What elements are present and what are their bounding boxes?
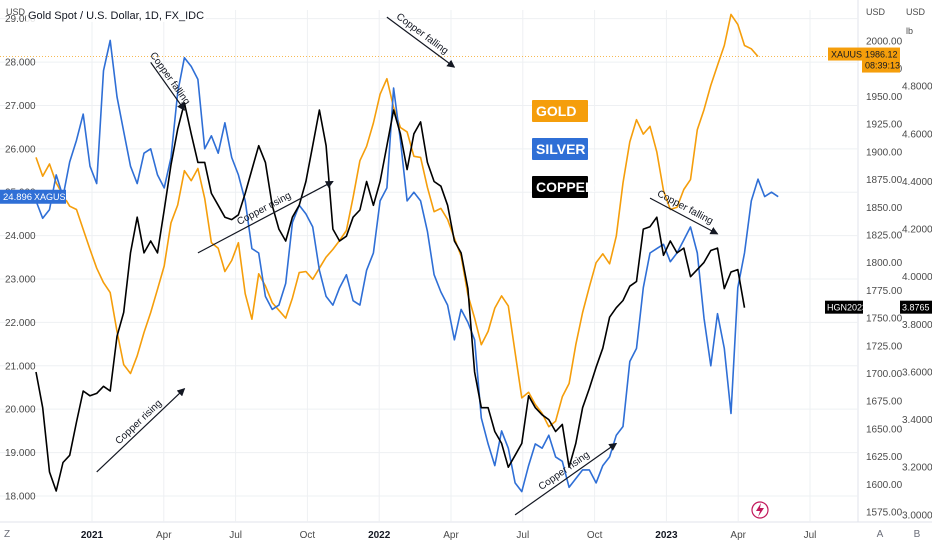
x-tick-label: 2023 (655, 530, 678, 541)
annotation-label: Copper rising (537, 449, 592, 492)
right1-tick-label: 1700.00 (866, 369, 903, 380)
series-line-gold (35, 13, 759, 428)
gold-symbol-label: XAUUSD (831, 50, 869, 60)
copper-symbol-tag (825, 300, 863, 314)
left-tick-label: 23.000 (5, 275, 36, 286)
right1-tick-label: 1800.00 (866, 258, 903, 269)
right2-tick-label: 3.0000 (902, 510, 932, 521)
silver-price-tag (0, 189, 66, 204)
right2-tick-label: 4.4000 (902, 177, 932, 188)
annotation-arrow (386, 16, 456, 68)
left-tick-label: 22.000 (5, 318, 36, 329)
legend-label-gold: GOLD (536, 103, 576, 119)
right1-tick-label: 1775.00 (866, 286, 903, 297)
gold-price-tag (862, 47, 900, 73)
legend-box-gold (532, 100, 588, 122)
annotation-arrow (649, 197, 719, 235)
right1-tick-label: 1850.00 (866, 203, 903, 214)
right1-tick-label: 1650.00 (866, 424, 903, 435)
series-line-silver (35, 39, 779, 493)
left-tick-label: 21.000 (5, 361, 36, 372)
series-lines (35, 13, 779, 493)
x-tick-label: Apr (156, 530, 172, 541)
auto-scale-button[interactable]: A (876, 529, 884, 540)
log-scale-button[interactable]: Z (3, 529, 11, 540)
legend-box-silver (532, 138, 588, 160)
annotation-label: Copper falling (655, 188, 715, 227)
scale-b-button[interactable]: B (913, 529, 921, 540)
x-tick-label: Jul (516, 530, 529, 541)
x-tick-label: Oct (587, 530, 603, 541)
right1-tick-label: 1900.00 (866, 147, 903, 158)
left-tick-label: 24.000 (5, 231, 36, 242)
right1-tick-label: 1575.00 (866, 508, 903, 519)
annotation-label: Copper rising (114, 398, 165, 447)
right1-tick-label: 1725.00 (866, 341, 903, 352)
right2-tick-label: 3.4000 (902, 415, 932, 426)
copper-price-value: 3.8765 (902, 303, 930, 313)
right2-tick-label: 3.2000 (902, 463, 932, 474)
gold-price-time: 08:39:13 (865, 61, 900, 71)
legend-label-silver: SILVER (536, 141, 586, 157)
right2-tick-label: 3.8000 (902, 320, 932, 331)
right-axis-2-unit: USD (906, 7, 926, 17)
copper-price-tag (900, 300, 932, 314)
x-tick-label: Apr (730, 530, 746, 541)
silver-price-value: 24.896 (3, 192, 32, 203)
right2-tick-label: 3.6000 (902, 367, 932, 378)
right1-tick-label: 2000.00 (866, 37, 903, 48)
x-tick-label: Apr (443, 530, 459, 541)
right1-tick-label: 1875.00 (866, 175, 903, 186)
right2-tick-label: 4.8000 (902, 82, 932, 93)
left-tick-label: 18.000 (5, 491, 36, 502)
x-tick-label: 2022 (368, 530, 391, 541)
series-line-copper (35, 102, 746, 492)
copper-symbol-label: HGN2023 (827, 303, 867, 313)
legend-label-copper: COPPER (536, 179, 595, 195)
x-tick-label: Jul (804, 530, 817, 541)
right2-tick-label: 4.6000 (902, 129, 932, 140)
right1-tick-label: 1600.00 (866, 480, 903, 491)
right1-tick-label: 1825.00 (866, 230, 903, 241)
annotation-arrow (514, 442, 618, 516)
right1-tick-label: 1750.00 (866, 314, 903, 325)
annotation-arrow (96, 387, 186, 473)
right1-tick-label: 1925.00 (866, 120, 903, 131)
silver-symbol-label: XAGUSD (34, 192, 73, 202)
axes: 2021 Apr Jul Oct 2022 Apr Jul Oct 2023 Apr Jul 29.0… (5, 14, 932, 541)
left-tick-label: 29.000 (5, 14, 36, 25)
x-tick-label: Jul (229, 530, 242, 541)
left-tick-label: 28.000 (5, 58, 36, 69)
right-axis-1-unit: USD (866, 7, 886, 17)
right2-tick-label: 4.2000 (902, 225, 932, 236)
left-tick-label: 27.000 (5, 101, 36, 112)
left-tick-label: 26.000 (5, 144, 36, 155)
left-tick-label: 19.000 (5, 448, 36, 459)
right2-tick-label: 4.0000 (902, 272, 932, 283)
left-axis-unit: USD (6, 7, 26, 17)
right-axis-panel (858, 0, 932, 550)
gold-price-value: 1986.12 (865, 50, 898, 60)
extras (751, 501, 769, 519)
right1-tick-label: 1625.00 (866, 452, 903, 463)
right1-tick-label: 1675.00 (866, 397, 903, 408)
annotation-arrow (197, 180, 334, 254)
right-axis-2-subunit: lb (906, 26, 914, 36)
left-tick-label: 20.000 (5, 405, 36, 416)
legend-box-copper (532, 176, 588, 198)
x-tick-label: Oct (300, 530, 316, 541)
lightning-bolt-icon (756, 503, 764, 517)
gold-symbol-tag (828, 47, 862, 61)
chart-title: Gold Spot / U.S. Dollar, 1D, FX_IDC (26, 10, 207, 22)
x-tick-label: 2021 (81, 530, 104, 541)
right1-tick-label: 1950.00 (866, 92, 903, 103)
annotation-arrow (150, 62, 186, 111)
legend: GOLD SILVER COPPER (532, 100, 595, 198)
